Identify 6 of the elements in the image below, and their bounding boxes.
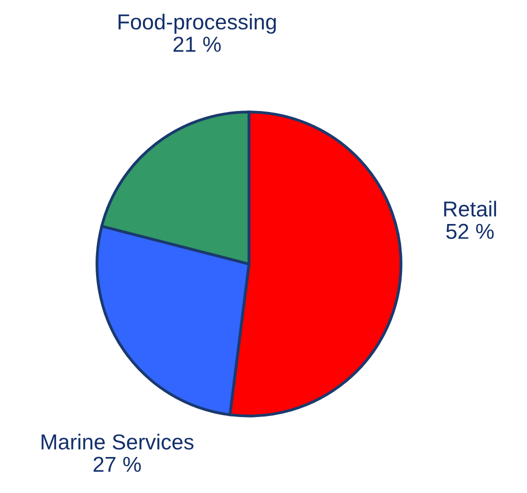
data-label: 21 % bbox=[174, 36, 221, 52]
slice-label: Retail bbox=[444, 200, 496, 217]
data-label: 52 % bbox=[446, 224, 494, 240]
slice-label: Food-processing bbox=[118, 14, 276, 34]
slice-label: Marine Services bbox=[42, 434, 194, 450]
data-label: 27 % bbox=[94, 456, 141, 472]
